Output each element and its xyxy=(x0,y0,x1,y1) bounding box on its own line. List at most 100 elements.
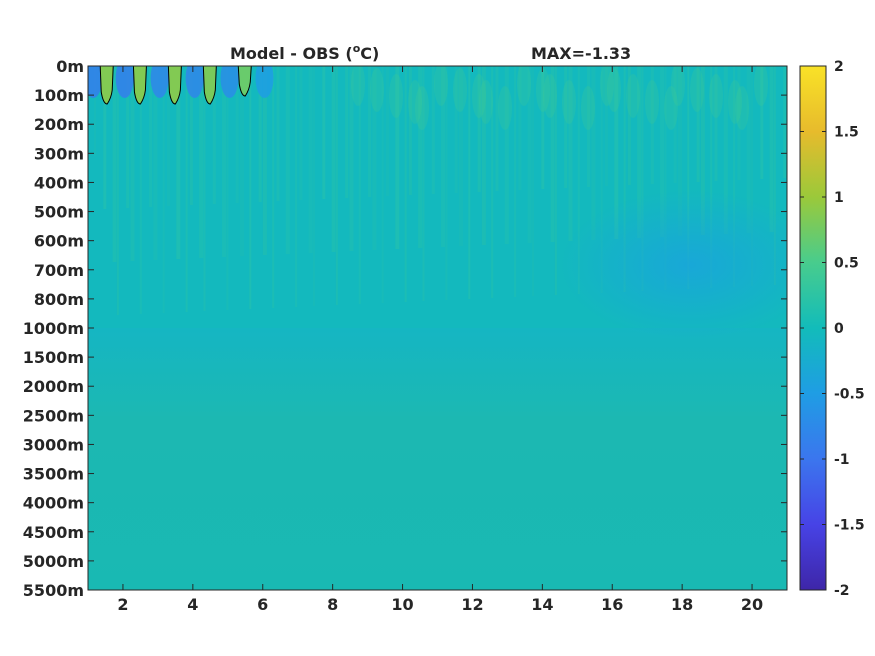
surface-streak xyxy=(737,66,741,180)
colorbar-tick-label: -0.5 xyxy=(834,387,865,403)
surface-streak xyxy=(94,66,96,156)
surface-texture xyxy=(94,66,787,315)
x-axis: 2 4 6 8 10 12 14 16 18 20 xyxy=(117,66,763,614)
x-tick-label: 10 xyxy=(391,595,413,614)
colorbar-tick-label: -2 xyxy=(834,583,850,599)
colorbar-tick-label: -1 xyxy=(834,452,850,468)
surface-streak xyxy=(754,66,768,106)
cold-anomaly xyxy=(115,66,134,98)
y-tick-label: 2000m xyxy=(23,377,84,396)
warm-anomaly xyxy=(99,66,114,105)
surface-streak xyxy=(735,86,749,130)
y-tick-label: 500m xyxy=(34,203,84,222)
surface-streak xyxy=(418,66,423,248)
y-tick-label: 4500m xyxy=(23,523,84,542)
surface-streak xyxy=(769,66,774,232)
x-tick-label: 2 xyxy=(117,595,128,614)
surface-streak xyxy=(746,66,751,233)
surface-streak xyxy=(153,66,158,260)
surface-streak xyxy=(504,66,509,244)
cold-anomaly xyxy=(185,66,204,98)
y-tick-label: 700m xyxy=(34,261,84,280)
colorbar-ticks: 2 1.5 1 0.5 0 -0.5 -1 -1.5 -2 xyxy=(800,59,865,599)
surface-streak xyxy=(189,66,193,205)
x-tick-label: 8 xyxy=(327,595,338,614)
surface-streak xyxy=(386,66,389,196)
warm-anomaly xyxy=(202,66,217,105)
surface-streak xyxy=(773,66,776,285)
colorbar-tick-label: 2 xyxy=(834,59,844,75)
surface-streak xyxy=(395,66,400,249)
surface-streak xyxy=(671,66,685,106)
surface-streak xyxy=(581,86,595,130)
heatmap-background-lower xyxy=(88,328,787,590)
surface-streak xyxy=(472,74,486,118)
x-tick-label: 14 xyxy=(531,595,553,614)
y-tick-label: 2500m xyxy=(23,406,84,425)
cold-anomaly xyxy=(88,66,103,98)
surface-streak xyxy=(203,66,206,311)
surface-streak xyxy=(240,66,244,256)
surface-streak xyxy=(591,66,596,240)
surface-streak xyxy=(431,66,435,194)
y-tick-label: 1500m xyxy=(23,348,84,367)
surface-streak xyxy=(627,66,631,185)
surface-streak xyxy=(664,86,678,130)
surface-streak xyxy=(700,66,705,235)
x-tick-label: 6 xyxy=(257,595,268,614)
surface-streak xyxy=(185,66,188,312)
surface-streak xyxy=(103,66,107,209)
surface-streak xyxy=(331,66,336,252)
surface-streak xyxy=(468,66,471,299)
surface-streak xyxy=(623,66,626,292)
surface-streak xyxy=(415,86,429,130)
surface-streak xyxy=(322,66,326,199)
surface-streak xyxy=(481,66,486,245)
colorbar: 2 1.5 1 0.5 0 -0.5 -1 -1.5 -2 xyxy=(799,59,865,599)
surface-streak xyxy=(760,66,764,179)
y-tick-label: 100m xyxy=(34,86,84,105)
surface-streak xyxy=(126,66,130,208)
surface-streak xyxy=(564,66,568,188)
x-tick-label: 18 xyxy=(671,595,693,614)
surface-streak xyxy=(600,66,614,106)
surface-streak xyxy=(249,66,252,309)
surface-streak xyxy=(518,66,522,190)
y-tick-label: 5500m xyxy=(23,581,84,600)
surface-streak xyxy=(709,74,723,118)
surface-streak xyxy=(408,66,412,195)
colorbar-tick-label: 0 xyxy=(834,321,844,337)
surface-streak xyxy=(626,74,640,118)
surface-streak xyxy=(453,68,467,112)
surface-streak xyxy=(295,66,298,307)
surface-streak xyxy=(783,66,787,178)
surface-streak xyxy=(696,66,700,182)
surface-streak xyxy=(351,66,365,106)
surface-streak xyxy=(637,66,642,238)
surface-streak xyxy=(723,66,728,234)
surface-streak xyxy=(381,66,384,303)
surface-streak xyxy=(687,66,690,289)
surface-streak xyxy=(389,74,403,118)
surface-anomalies xyxy=(88,66,274,105)
surface-streak xyxy=(112,66,117,262)
surface-streak xyxy=(308,66,313,253)
colorbar-gradient xyxy=(799,65,827,591)
y-tick-label: 800m xyxy=(34,290,84,309)
warm-anomaly xyxy=(167,66,182,105)
colorbar-tick-label: 1 xyxy=(834,190,844,206)
surface-streak xyxy=(222,66,227,257)
surface-streak xyxy=(358,66,361,304)
surface-streak xyxy=(368,66,372,197)
surface-streak xyxy=(299,66,303,200)
surface-streak xyxy=(673,66,677,183)
y-tick-label: 3000m xyxy=(23,435,84,454)
x-tick-label: 4 xyxy=(187,595,198,614)
surface-streak xyxy=(258,66,262,202)
surface-streak xyxy=(678,66,682,236)
surface-streak xyxy=(130,66,135,261)
surface-streak xyxy=(139,66,142,314)
surface-streak xyxy=(751,66,753,286)
surface-streak xyxy=(536,68,550,112)
y-tick-label: 5000m xyxy=(23,552,84,571)
